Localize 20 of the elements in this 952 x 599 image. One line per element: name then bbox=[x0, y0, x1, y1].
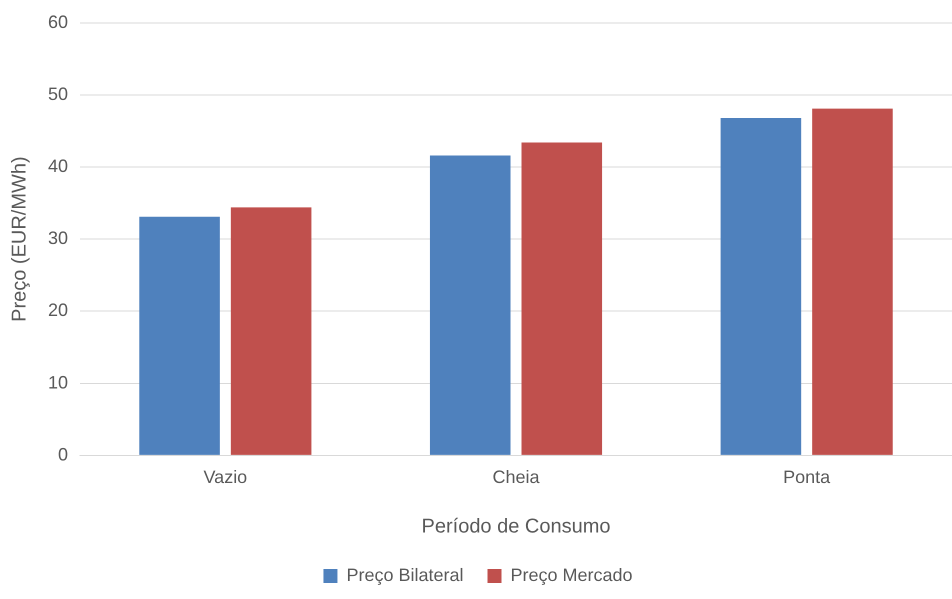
y-tick-label: 50 bbox=[48, 84, 68, 104]
y-tick-label: 20 bbox=[48, 300, 68, 320]
bar bbox=[230, 207, 312, 455]
y-tick-label: 40 bbox=[48, 156, 68, 176]
y-tick-label: 0 bbox=[58, 444, 68, 464]
bar bbox=[522, 142, 602, 455]
bar bbox=[812, 108, 893, 455]
bar bbox=[720, 118, 802, 455]
x-tick-label: Ponta bbox=[783, 467, 832, 488]
x-axis-title: Período de Consumo bbox=[422, 516, 611, 538]
bar bbox=[430, 155, 511, 455]
legend-label: Preço Mercado bbox=[510, 564, 633, 585]
y-tick-label: 60 bbox=[48, 12, 68, 32]
y-tick-label: 10 bbox=[48, 372, 68, 392]
legend-label: Preço Bilateral bbox=[346, 564, 464, 585]
y-axis-title: Preço (EUR/MWh) bbox=[8, 156, 31, 322]
y-tick-label: 30 bbox=[48, 228, 68, 248]
x-tick-label: Cheia bbox=[492, 467, 541, 488]
x-tick-label: Vazio bbox=[204, 467, 248, 488]
bar bbox=[139, 216, 220, 455]
